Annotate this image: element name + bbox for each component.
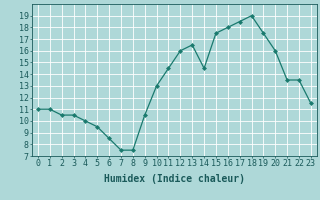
X-axis label: Humidex (Indice chaleur): Humidex (Indice chaleur) [104,174,245,184]
